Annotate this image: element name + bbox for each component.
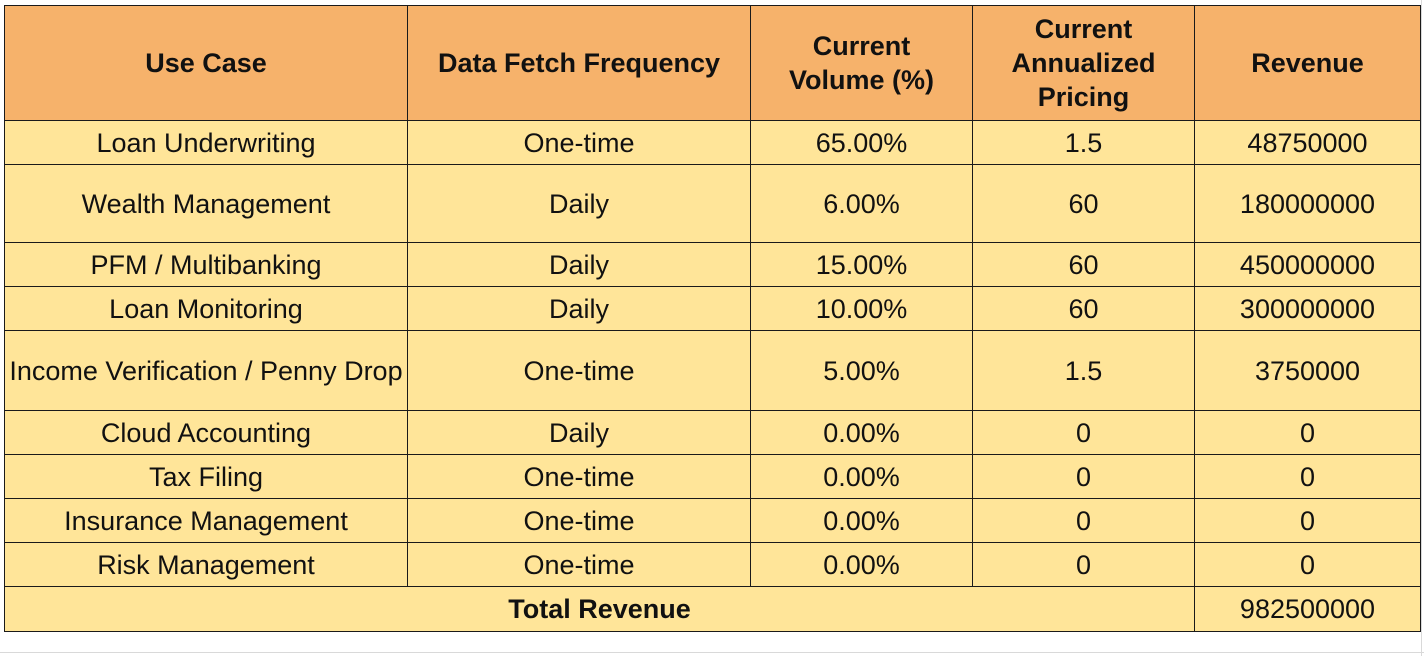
cell-frequency[interactable]: Daily [407, 410, 751, 455]
cell-volume[interactable]: 0.00% [750, 542, 973, 587]
cell-use-case[interactable]: Tax Filing [4, 454, 408, 499]
cell-use-case[interactable]: Loan Monitoring [4, 286, 408, 331]
cell-pricing[interactable]: 1.5 [972, 330, 1195, 411]
cell-frequency[interactable]: Daily [407, 242, 751, 287]
cell-volume[interactable]: 5.00% [750, 330, 973, 411]
cell-frequency[interactable]: One-time [407, 498, 751, 543]
total-revenue-value[interactable]: 982500000 [1194, 586, 1421, 632]
cell-revenue[interactable]: 0 [1194, 410, 1421, 455]
cell-volume[interactable]: 0.00% [750, 410, 973, 455]
cell-pricing[interactable]: 60 [972, 286, 1195, 331]
cell-use-case[interactable]: PFM / Multibanking [4, 242, 408, 287]
table-row: Cloud Accounting Daily 0.00% 0 0 [4, 410, 1421, 455]
cell-pricing[interactable]: 60 [972, 242, 1195, 287]
table-row: Insurance Management One-time 0.00% 0 0 [4, 498, 1421, 543]
cell-use-case[interactable]: Income Verification / Penny Drop [4, 330, 408, 411]
cell-use-case[interactable]: Insurance Management [4, 498, 408, 543]
cell-pricing[interactable]: 60 [972, 164, 1195, 243]
table-row: Risk Management One-time 0.00% 0 0 [4, 542, 1421, 587]
cell-frequency[interactable]: Daily [407, 286, 751, 331]
table-row: Income Verification / Penny Drop One-tim… [4, 330, 1421, 411]
cell-revenue[interactable]: 180000000 [1194, 164, 1421, 243]
table-row: Tax Filing One-time 0.00% 0 0 [4, 454, 1421, 499]
table-row: Loan Underwriting One-time 65.00% 1.5 48… [4, 120, 1421, 165]
header-use-case[interactable]: Use Case [4, 5, 408, 121]
revenue-table: Use Case Data Fetch Frequency Current Vo… [4, 5, 1421, 632]
cell-volume[interactable]: 65.00% [750, 120, 973, 165]
cell-volume[interactable]: 0.00% [750, 498, 973, 543]
cell-frequency[interactable]: One-time [407, 542, 751, 587]
cell-frequency[interactable]: One-time [407, 330, 751, 411]
cell-use-case[interactable]: Loan Underwriting [4, 120, 408, 165]
cell-frequency[interactable]: One-time [407, 120, 751, 165]
cell-pricing[interactable]: 0 [972, 498, 1195, 543]
cell-pricing[interactable]: 1.5 [972, 120, 1195, 165]
table-row: PFM / Multibanking Daily 15.00% 60 45000… [4, 242, 1421, 287]
header-data-fetch-frequency[interactable]: Data Fetch Frequency [407, 5, 751, 121]
cell-pricing[interactable]: 0 [972, 454, 1195, 499]
cell-revenue[interactable]: 48750000 [1194, 120, 1421, 165]
cell-volume[interactable]: 15.00% [750, 242, 973, 287]
cell-revenue[interactable]: 450000000 [1194, 242, 1421, 287]
cell-revenue[interactable]: 3750000 [1194, 330, 1421, 411]
cell-revenue[interactable]: 0 [1194, 498, 1421, 543]
header-row: Use Case Data Fetch Frequency Current Vo… [4, 5, 1421, 121]
cell-volume[interactable]: 6.00% [750, 164, 973, 243]
sheet-gridline [1421, 0, 1422, 656]
cell-pricing[interactable]: 0 [972, 542, 1195, 587]
sheet-gridline [0, 652, 1424, 653]
cell-use-case[interactable]: Cloud Accounting [4, 410, 408, 455]
cell-frequency[interactable]: One-time [407, 454, 751, 499]
total-revenue-label[interactable]: Total Revenue [4, 586, 1195, 632]
cell-frequency[interactable]: Daily [407, 164, 751, 243]
table-row: Wealth Management Daily 6.00% 60 1800000… [4, 164, 1421, 243]
cell-volume[interactable]: 0.00% [750, 454, 973, 499]
cell-volume[interactable]: 10.00% [750, 286, 973, 331]
cell-revenue[interactable]: 300000000 [1194, 286, 1421, 331]
cell-revenue[interactable]: 0 [1194, 542, 1421, 587]
header-current-volume[interactable]: Current Volume (%) [750, 5, 973, 121]
cell-pricing[interactable]: 0 [972, 410, 1195, 455]
table-row: Loan Monitoring Daily 10.00% 60 30000000… [4, 286, 1421, 331]
cell-use-case[interactable]: Risk Management [4, 542, 408, 587]
total-row: Total Revenue 982500000 [4, 586, 1421, 632]
cell-revenue[interactable]: 0 [1194, 454, 1421, 499]
header-revenue[interactable]: Revenue [1194, 5, 1421, 121]
cell-use-case[interactable]: Wealth Management [4, 164, 408, 243]
header-current-annualized-pricing[interactable]: Current Annualized Pricing [972, 5, 1195, 121]
